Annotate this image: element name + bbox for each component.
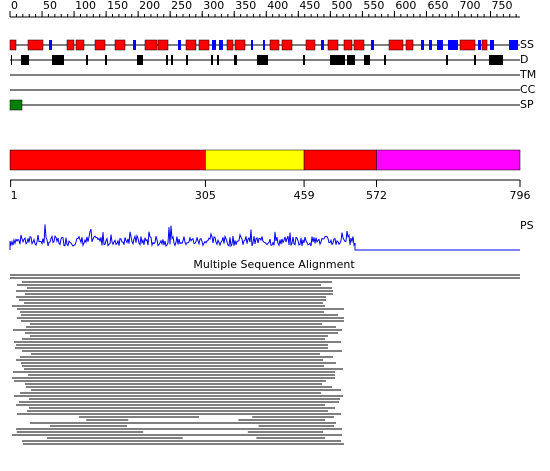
strand <box>478 40 481 50</box>
domain-boundary-label: 305 <box>195 189 216 202</box>
ruler-label: 0 <box>11 0 18 12</box>
disorder <box>105 55 107 65</box>
ruler-label: 250 <box>171 0 192 12</box>
disorder <box>474 55 476 65</box>
disorder <box>11 55 12 65</box>
strand <box>371 40 374 50</box>
helix <box>75 39 85 51</box>
strand <box>448 40 458 50</box>
track-label: TM <box>519 68 536 81</box>
helix <box>198 39 210 51</box>
ruler-label: 450 <box>299 0 320 12</box>
ruler-label: 300 <box>203 0 224 12</box>
helix <box>305 39 316 51</box>
ruler-label: 600 <box>395 0 416 12</box>
strand <box>178 40 181 50</box>
helix <box>66 39 75 51</box>
disorder <box>364 55 370 65</box>
disorder <box>347 55 355 65</box>
disorder <box>234 55 237 65</box>
profile-label: PS <box>520 219 534 232</box>
helix <box>27 39 44 51</box>
helix <box>327 39 339 51</box>
ruler-label: 700 <box>459 0 480 12</box>
ruler-label: 50 <box>43 0 57 12</box>
strand <box>219 40 223 50</box>
helix <box>343 39 353 51</box>
track-label: D <box>520 53 528 66</box>
strand <box>490 40 494 50</box>
ruler-label: 350 <box>235 0 256 12</box>
domain-boundary-label: 459 <box>294 189 315 202</box>
track-label: SS <box>520 38 534 51</box>
strand <box>437 40 443 50</box>
disorder <box>186 55 188 65</box>
domain-boundary-label: 572 <box>366 189 387 202</box>
ruler-label: 550 <box>363 0 384 12</box>
disorder <box>137 55 143 65</box>
strand <box>133 40 136 50</box>
domain-boundary-label: 796 <box>510 189 531 202</box>
helix <box>144 39 158 51</box>
strand <box>421 40 424 50</box>
strand <box>321 40 324 50</box>
helix <box>114 39 126 51</box>
ruler-label: 200 <box>139 0 160 12</box>
domain <box>376 149 521 171</box>
helix <box>269 39 280 51</box>
ruler-label: 400 <box>267 0 288 12</box>
disorder <box>52 55 64 65</box>
helix <box>388 39 404 51</box>
disorder <box>217 55 219 65</box>
strand <box>49 40 52 50</box>
helix <box>281 39 293 51</box>
ruler-label: 750 <box>492 0 513 12</box>
ruler-label: 150 <box>107 0 128 12</box>
disorder <box>21 55 29 65</box>
domain-boundary-label: 1 <box>11 189 18 202</box>
domain <box>205 149 305 171</box>
helix <box>481 39 488 51</box>
strand <box>251 40 253 50</box>
profile <box>9 224 520 251</box>
strand <box>509 40 518 50</box>
helix <box>234 39 246 51</box>
helix <box>9 39 17 51</box>
signal-peptide <box>9 99 23 111</box>
domain <box>9 149 206 171</box>
ruler-label: 100 <box>75 0 96 12</box>
disorder <box>446 55 448 65</box>
ruler-label: 650 <box>427 0 448 12</box>
helix <box>459 39 476 51</box>
msa-title: Multiple Sequence Alignment <box>193 258 355 271</box>
disorder <box>303 55 305 65</box>
disorder <box>489 55 503 65</box>
helix <box>185 39 197 51</box>
disorder <box>330 55 345 65</box>
disorder <box>166 55 168 65</box>
ruler-label: 500 <box>331 0 352 12</box>
helix <box>405 39 414 51</box>
disorder <box>86 55 88 65</box>
track-label: CC <box>520 83 536 96</box>
helix <box>157 39 169 51</box>
track-label: SP <box>520 98 534 111</box>
strand <box>263 40 265 50</box>
domain <box>303 149 377 171</box>
disorder <box>211 55 213 65</box>
helix <box>94 39 106 51</box>
disorder <box>384 55 386 65</box>
strand <box>429 40 432 50</box>
disorder <box>257 55 268 65</box>
helix <box>353 39 365 51</box>
strand <box>212 40 216 50</box>
helix <box>226 39 234 51</box>
disorder <box>171 55 173 65</box>
